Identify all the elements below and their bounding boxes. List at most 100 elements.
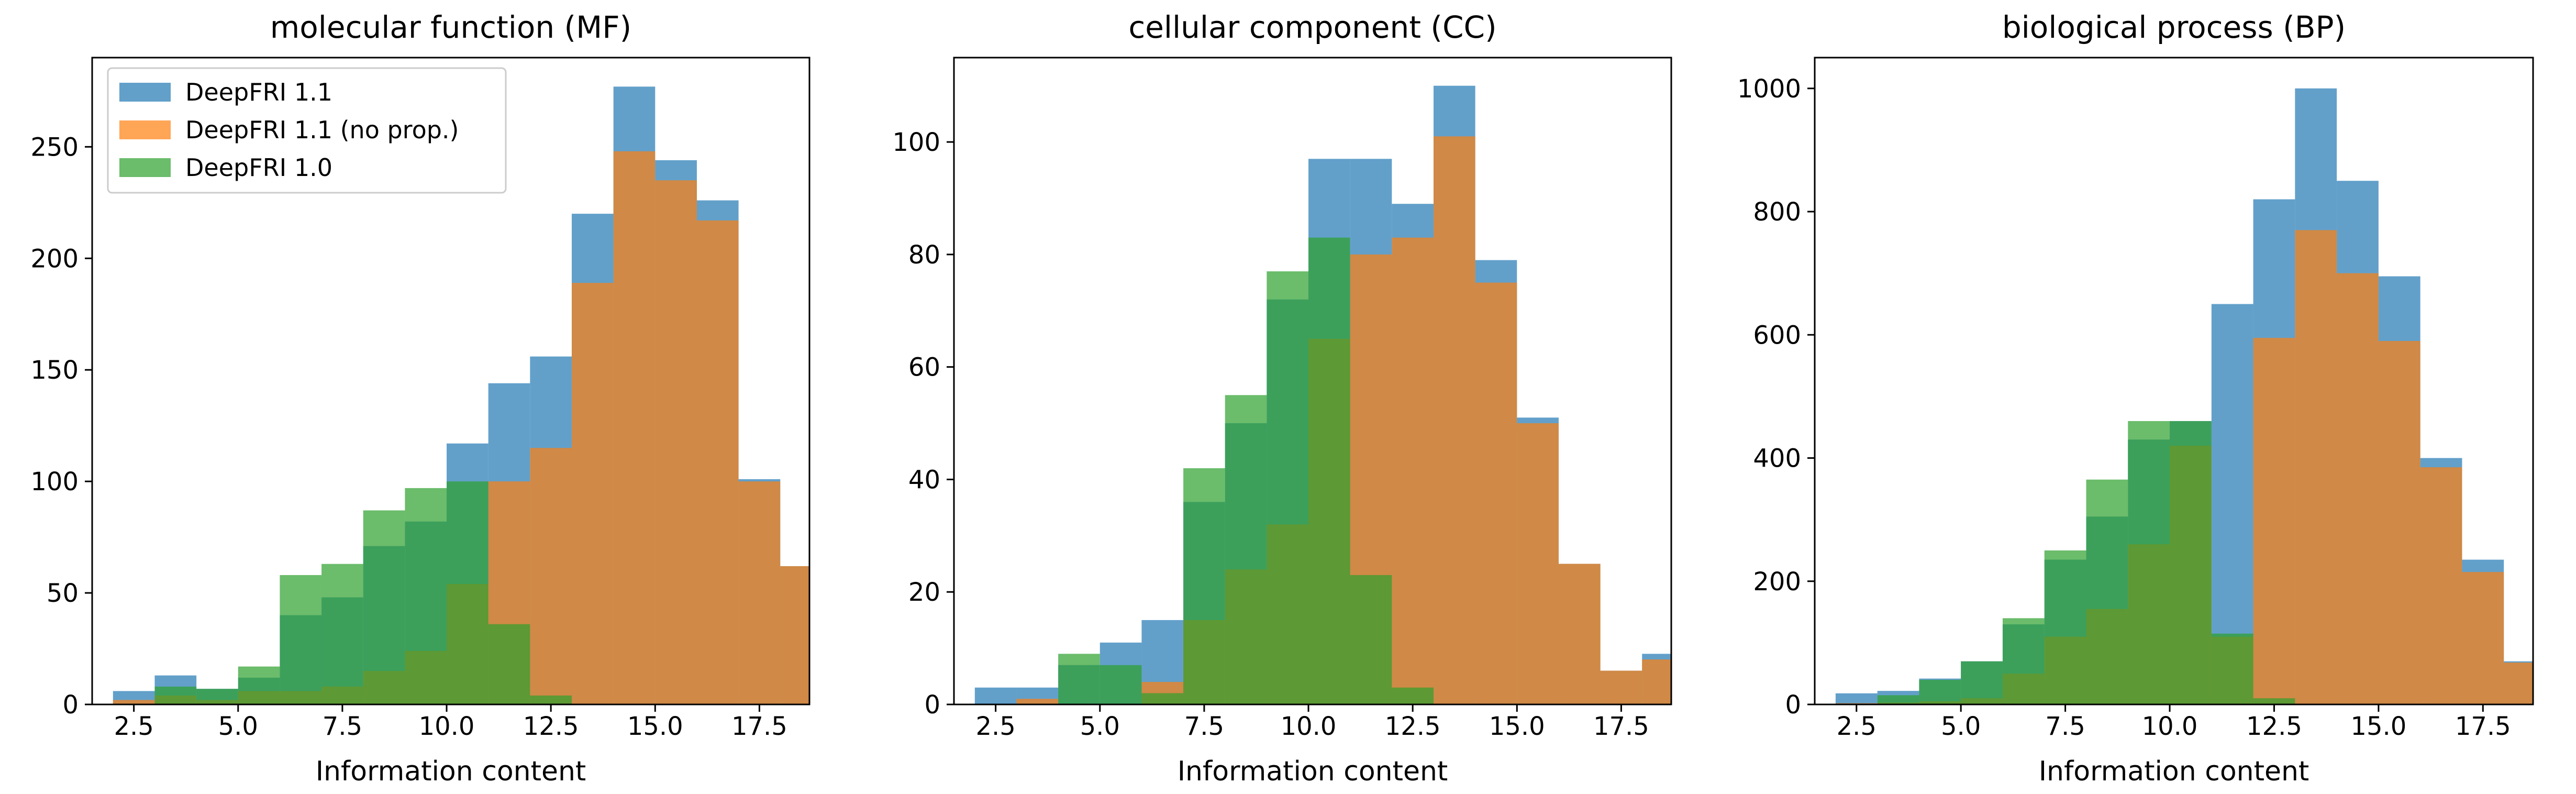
x-tick-label: 15.0: [1489, 712, 1545, 741]
y-tick-label: 80: [908, 240, 940, 270]
bars: [113, 86, 809, 704]
series-deepfri-1-0: [1058, 237, 1434, 704]
bar-deepfri-1-0-4: [196, 689, 238, 704]
bar-deepfri-1-1-no-prop-18: [780, 566, 809, 704]
bars: [974, 85, 1671, 704]
bar-deepfri-1-1-no-prop-13: [571, 283, 614, 704]
x-tick-label: 5.0: [218, 712, 258, 741]
bar-deepfri-1-0-11: [1350, 575, 1392, 704]
bar-deepfri-1-1-no-prop-15: [655, 180, 697, 704]
bar-deepfri-1-0-5: [238, 666, 280, 704]
y-tick-label: 20: [908, 578, 940, 607]
bar-deepfri-1-1-no-prop-12: [2253, 338, 2295, 704]
y-tick-label: 400: [1753, 444, 1801, 473]
bar-deepfri-1-1-no-prop-15: [1517, 423, 1559, 704]
bar-deepfri-1-0-11: [488, 624, 530, 704]
x-tick-label: 17.5: [731, 712, 787, 741]
legend-swatch: [119, 158, 171, 177]
bar-deepfri-1-0-9: [1267, 271, 1309, 704]
chart-title: cellular component (CC): [1128, 9, 1496, 45]
x-tick-label: 15.0: [627, 712, 683, 741]
x-tick-label: 17.5: [2455, 712, 2511, 741]
bar-deepfri-1-0-4: [1919, 679, 1961, 704]
series-deepfri-1-1-no-prop: [113, 151, 809, 704]
bar-deepfri-1-0-9: [405, 488, 447, 704]
x-tick-label: 12.5: [523, 712, 579, 741]
legend-swatch: [119, 120, 171, 139]
bar-deepfri-1-0-8: [2086, 479, 2128, 704]
y-tick-label: 250: [30, 133, 79, 162]
x-tick-label: 7.5: [323, 712, 362, 741]
bar-deepfri-1-0-7: [321, 564, 363, 704]
bar-deepfri-1-0-6: [2002, 618, 2045, 704]
y-tick-label: 200: [1753, 567, 1801, 597]
bar-deepfri-1-0-7: [1183, 468, 1225, 704]
bar-deepfri-1-1-no-prop-2: [113, 700, 155, 704]
bar-deepfri-1-1-2: [974, 687, 1017, 704]
bar-deepfri-1-1-no-prop-15: [2378, 341, 2420, 704]
y-tick-label: 100: [30, 467, 79, 497]
legend-swatch: [119, 83, 171, 102]
x-tick-label: 10.0: [1281, 712, 1337, 741]
legend-frame: [107, 67, 507, 194]
series-deepfri-1-0: [1877, 421, 2295, 704]
bar-deepfri-1-1-no-prop-13: [2295, 230, 2337, 704]
y-tick-label: 100: [892, 128, 940, 157]
y-tick-label: 1000: [1737, 74, 1801, 104]
bar-deepfri-1-0-8: [1225, 395, 1267, 704]
y-tick-label: 200: [30, 244, 79, 273]
bar-deepfri-1-1-no-prop-14: [1475, 282, 1517, 704]
bar-deepfri-1-0-5: [1100, 665, 1142, 704]
bars: [1835, 88, 2533, 704]
x-tick-label: 5.0: [1941, 712, 1981, 741]
bar-deepfri-1-1-no-prop-17: [738, 481, 781, 704]
x-tick-label: 12.5: [2246, 712, 2302, 741]
x-tick-label: 12.5: [1385, 712, 1441, 741]
bar-deepfri-1-0-4: [1058, 654, 1100, 704]
chart-title: biological process (BP): [2002, 9, 2346, 45]
legend-label: DeepFRI 1.1: [185, 78, 332, 106]
axes-frame: [1814, 57, 2534, 705]
y-tick-label: 600: [1753, 321, 1801, 350]
chart-title: molecular function (MF): [270, 9, 631, 45]
x-tick-label: 7.5: [2045, 712, 2085, 741]
y-tick-label: 50: [47, 579, 79, 608]
bar-deepfri-1-0-9: [2128, 421, 2170, 704]
y-tick-label: 0: [62, 690, 79, 720]
chart-panel-1: 2.5 5.0 7.5 10.0 12.5 15.0 17.5 0 50 100 150 200 250…: [30, 9, 810, 787]
x-tick-label: 2.5: [1837, 712, 1877, 741]
bar-deepfri-1-1-no-prop-12: [530, 448, 572, 704]
bar-deepfri-1-0-5: [1961, 661, 2003, 704]
bar-deepfri-1-1-no-prop-18: [2504, 663, 2533, 704]
y-tick-label: 60: [908, 353, 940, 382]
x-tick-label: 10.0: [419, 712, 475, 741]
bar-deepfri-1-1-no-prop-13: [1433, 136, 1475, 704]
bar-deepfri-1-1-no-prop-16: [2420, 467, 2462, 704]
axes-frame: [953, 57, 1672, 705]
y-tick-label: 0: [1785, 690, 1801, 720]
y-tick-label: 150: [30, 356, 79, 385]
bar-deepfri-1-0-10: [2170, 421, 2212, 704]
bar-deepfri-1-0-10: [447, 481, 488, 704]
bar-deepfri-1-1-no-prop-3: [1016, 699, 1059, 704]
legend-label: DeepFRI 1.0: [185, 153, 332, 182]
bar-deepfri-1-0-7: [2044, 550, 2086, 704]
bar-deepfri-1-1-no-prop-14: [613, 151, 656, 704]
x-axis-label: Information content: [2039, 756, 2309, 787]
y-tick-label: 0: [924, 690, 940, 720]
x-axis-label: Information content: [316, 756, 586, 787]
x-tick-label: 2.5: [114, 712, 153, 741]
bar-deepfri-1-1-no-prop-17: [1600, 670, 1642, 704]
bar-deepfri-1-0-12: [2253, 698, 2295, 704]
chart-panel-2: 2.5 5.0 7.5 10.0 12.5 15.0 17.5 0 20 40 60 80 100 cel…: [892, 9, 1672, 787]
bar-deepfri-1-0-6: [1141, 693, 1184, 704]
x-tick-label: 7.5: [1184, 712, 1224, 741]
bar-deepfri-1-1-no-prop-12: [1392, 237, 1434, 704]
x-tick-label: 15.0: [2350, 712, 2406, 741]
bar-deepfri-1-0-3: [154, 686, 197, 704]
bar-deepfri-1-0-3: [1877, 695, 1919, 704]
bar-deepfri-1-0-12: [530, 695, 572, 704]
bar-deepfri-1-1-2: [1835, 693, 1878, 704]
bar-deepfri-1-1-no-prop-14: [2337, 273, 2379, 704]
